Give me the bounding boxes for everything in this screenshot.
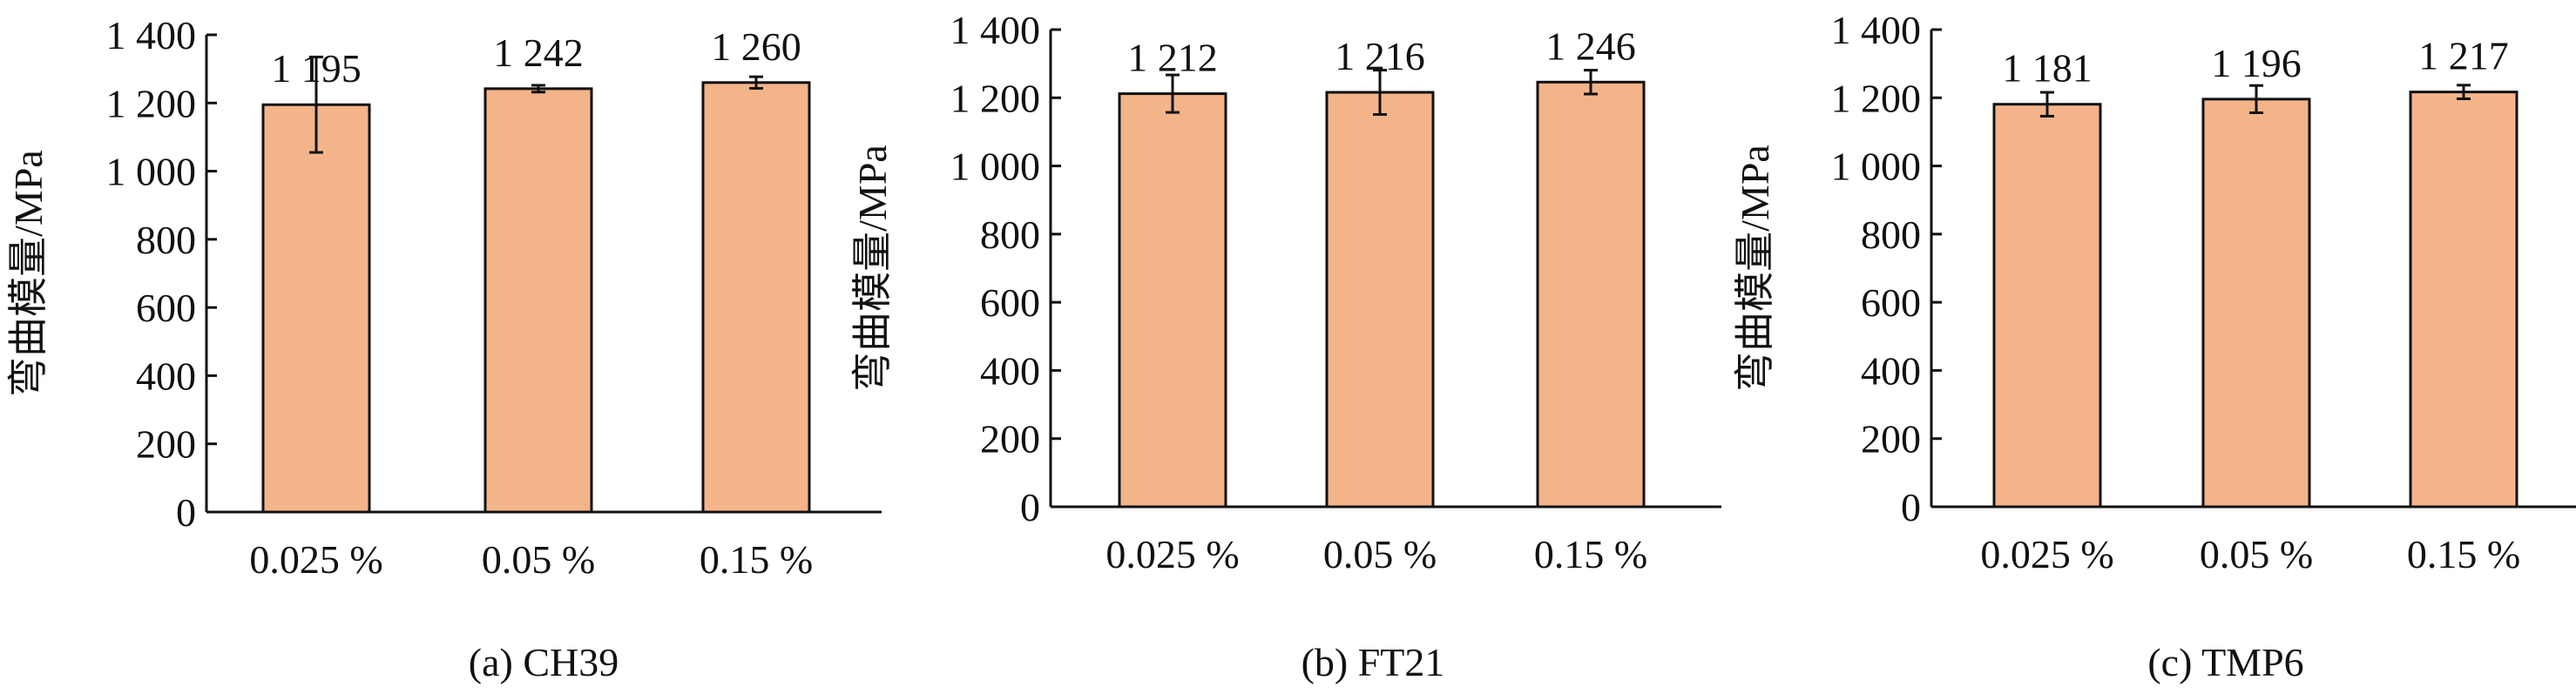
data-label: 1 195 [271, 46, 362, 91]
data-label: 1 246 [1545, 24, 1636, 68]
bar [2201, 98, 2311, 509]
data-label: 1 181 [2002, 46, 2093, 91]
error-bar [2249, 84, 2263, 115]
y-tick-label: 1 200 [106, 81, 197, 125]
x-tick-label: 0.025 % [249, 537, 382, 582]
data-label: 1 260 [711, 24, 801, 69]
error-bar [1373, 69, 1387, 116]
bar [701, 81, 811, 514]
data-label: 1 242 [493, 30, 584, 75]
x-tick-label: 0.15 % [2407, 532, 2520, 576]
y-tick-label: 0 [1901, 485, 1921, 529]
bar [2409, 91, 2519, 509]
bar [1536, 80, 1646, 509]
error-bar [309, 55, 323, 154]
error-bar [2457, 84, 2471, 100]
y-tick-label: 400 [1861, 348, 1921, 393]
y-tick-label: 200 [1861, 417, 1921, 462]
y-axis-label: 弯曲模量/MPa [850, 145, 895, 392]
y-tick-label: 1 000 [1831, 145, 1922, 189]
y-axis-label: 弯曲模量/MPa [1733, 145, 1777, 392]
error-bar [1584, 69, 1598, 96]
panel-caption: (c) TMP6 [2147, 640, 2303, 684]
y-tick-label: 0 [1020, 485, 1040, 529]
chart-panel-1: 0 200 400 600 800 1 000 1 200 1 400 弯曲模量/MPa 1 19… [6, 13, 882, 684]
bar [483, 87, 593, 514]
y-tick-label: 1 000 [950, 145, 1041, 189]
y-tick-label: 1 200 [1831, 76, 1922, 120]
x-tick-label: 0.05 % [2200, 532, 2313, 576]
y-tick-label: 200 [136, 422, 196, 467]
x-tick-label: 0.05 % [1323, 532, 1437, 576]
y-tick-label: 1 000 [106, 150, 197, 194]
data-label: 1 196 [2211, 41, 2302, 85]
bar [1992, 103, 2102, 509]
error-bar [1166, 73, 1180, 114]
y-tick-label: 1 400 [106, 13, 197, 57]
error-bar [531, 84, 545, 94]
x-tick-label: 0.15 % [1534, 532, 1647, 576]
y-tick-label: 200 [980, 417, 1040, 462]
x-tick-label: 0.05 % [482, 537, 595, 582]
chart-panel-2: 0 200 400 600 800 1 000 1 200 1 400 弯曲模量/MPa 1 21… [850, 8, 1721, 684]
y-tick-label: 800 [980, 212, 1040, 257]
chart-panel-3: 0 200 400 600 800 1 000 1 200 1 400 弯曲模量/MPa 1 18… [1733, 8, 2576, 684]
y-tick-label: 1 400 [1831, 8, 1922, 52]
y-tick-label: 1 200 [950, 76, 1041, 120]
error-bar [749, 75, 763, 90]
y-tick-label: 600 [980, 280, 1040, 325]
data-label: 1 212 [1127, 36, 1218, 80]
y-tick-label: 800 [1861, 212, 1921, 257]
x-tick-label: 0.025 % [1980, 532, 2113, 576]
y-tick-label: 800 [136, 218, 196, 262]
y-tick-label: 600 [136, 286, 196, 330]
data-label: 1 217 [2418, 34, 2509, 78]
panel-caption: (a) CH39 [469, 640, 619, 684]
y-tick-label: 400 [136, 354, 196, 398]
bar [261, 103, 371, 514]
panel-caption: (b) FT21 [1302, 640, 1445, 684]
x-tick-label: 0.025 % [1105, 532, 1239, 576]
error-bar [2040, 91, 2054, 118]
data-label: 1 216 [1335, 34, 1425, 78]
y-tick-label: 600 [1861, 280, 1921, 325]
bar [1325, 91, 1435, 509]
y-axis-label: 弯曲模量/MPa [6, 150, 51, 397]
y-tick-label: 1 400 [950, 8, 1041, 52]
y-tick-label: 400 [980, 348, 1040, 393]
x-tick-label: 0.15 % [700, 537, 813, 582]
y-tick-label: 0 [176, 490, 196, 535]
bar [1118, 92, 1227, 509]
